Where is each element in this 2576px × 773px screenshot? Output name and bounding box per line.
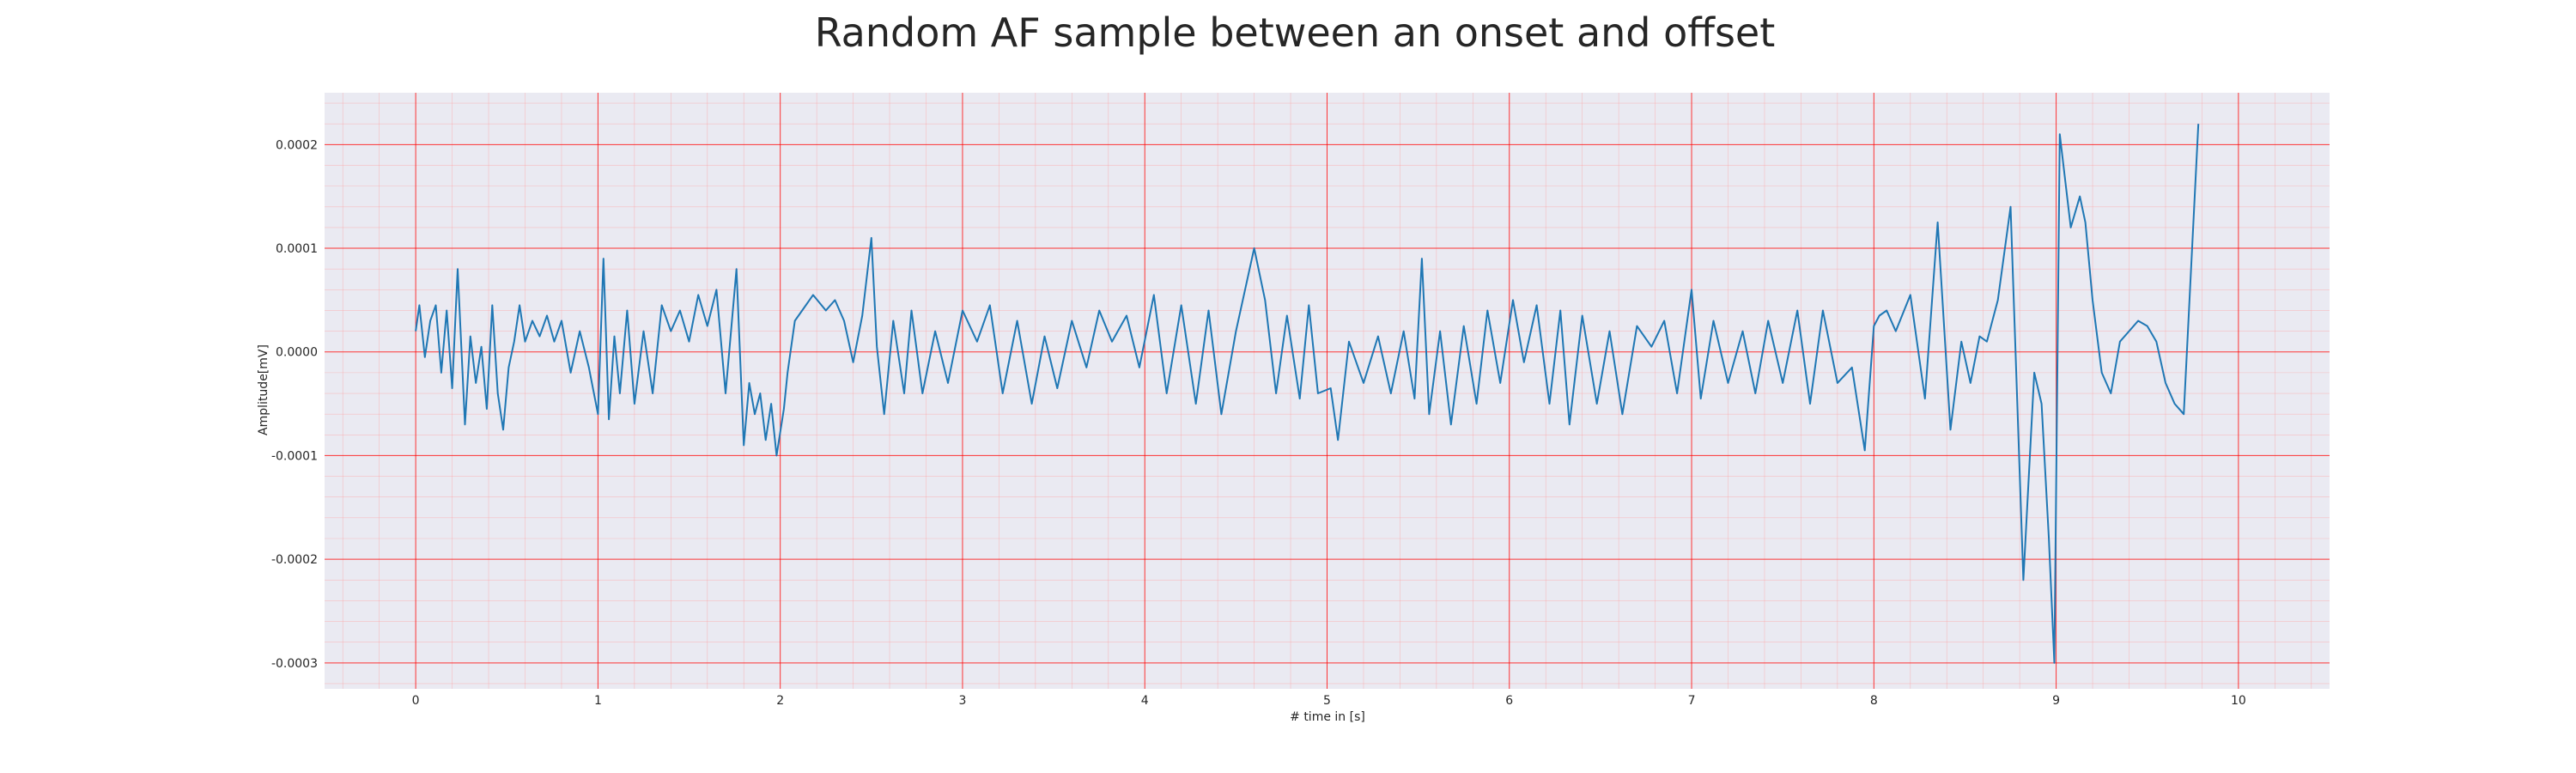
y-tick-label: -0.0003 bbox=[271, 657, 318, 671]
y-tick-label: 0.0000 bbox=[276, 346, 318, 360]
x-tick-label: 3 bbox=[958, 694, 966, 708]
x-tick-label: 5 bbox=[1323, 694, 1331, 708]
x-axis-label: # time in [s] bbox=[1290, 710, 1365, 724]
x-tick-label: 9 bbox=[2052, 694, 2060, 708]
x-tick-label: 1 bbox=[594, 694, 602, 708]
y-tick-label: -0.0001 bbox=[271, 449, 318, 463]
x-tick-label: 2 bbox=[776, 694, 784, 708]
series-line-af-sample bbox=[415, 124, 2200, 664]
x-tick-label: 8 bbox=[1870, 694, 1878, 708]
x-tick-label: 0 bbox=[412, 694, 420, 708]
y-tick-label: 0.0002 bbox=[276, 138, 318, 152]
x-tick-label: 10 bbox=[2231, 694, 2246, 708]
x-tick-label: 4 bbox=[1141, 694, 1149, 708]
plot-area bbox=[325, 93, 2330, 689]
y-tick-label: 0.0001 bbox=[276, 242, 318, 256]
x-tick-label: 6 bbox=[1505, 694, 1513, 708]
y-tick-label: -0.0002 bbox=[271, 553, 318, 567]
chart-title: Random AF sample between an onset and of… bbox=[815, 9, 1776, 56]
x-tick-label: 7 bbox=[1688, 694, 1696, 708]
y-axis-label: Amplitude[mV] bbox=[257, 344, 270, 435]
